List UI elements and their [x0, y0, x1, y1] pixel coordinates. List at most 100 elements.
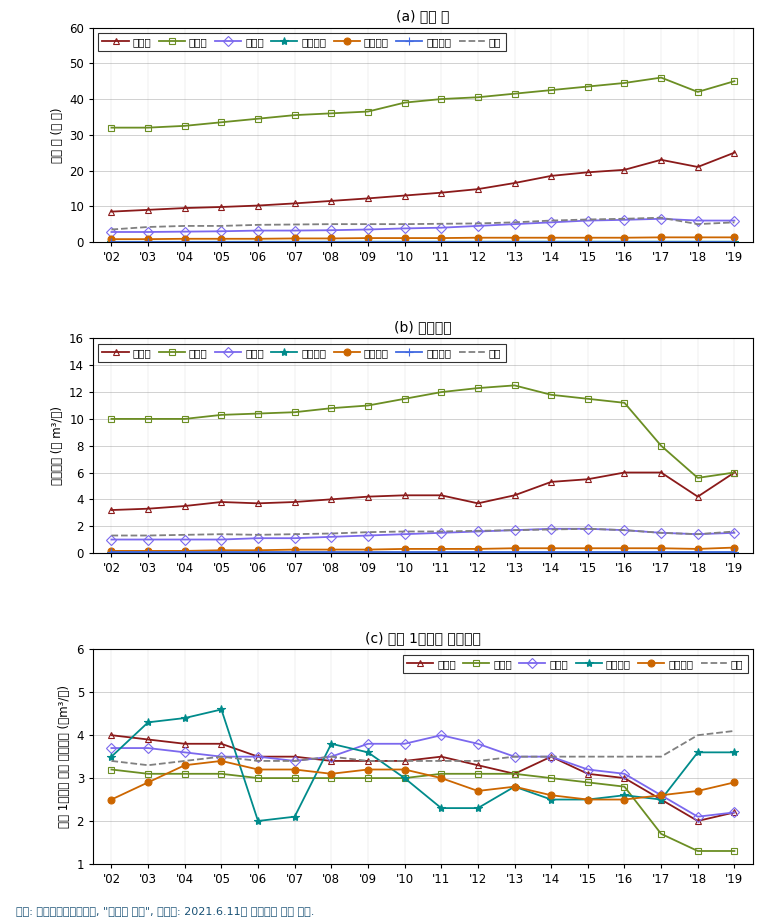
수산업용 [217, 547, 226, 558]
수산업용 [144, 236, 153, 247]
원예용 [254, 533, 263, 544]
수산업용 [144, 547, 153, 558]
원예용 [620, 214, 629, 225]
양어장용 [144, 236, 153, 247]
답작용 [437, 768, 446, 779]
축산업용 [693, 786, 702, 797]
수산업용 [473, 547, 483, 558]
전작용 [254, 498, 263, 509]
축산업용 [144, 777, 153, 788]
원예용 [510, 525, 519, 536]
전작용 [254, 751, 263, 762]
양어장용 [510, 547, 519, 558]
수산업용 [327, 738, 336, 749]
양어장용 [144, 547, 153, 558]
답작용 [290, 109, 300, 120]
양어장용 [400, 547, 409, 558]
원예용 [144, 226, 153, 237]
양어장용 [107, 236, 116, 247]
기타 [180, 755, 189, 766]
수산업용 [400, 236, 409, 247]
기타 [363, 527, 372, 538]
축산업용 [363, 764, 372, 775]
기타 [290, 528, 300, 539]
축산업용 [437, 233, 446, 244]
Line: 축산업용: 축산업용 [108, 544, 738, 554]
원예용 [363, 738, 372, 749]
기타 [693, 219, 702, 230]
전작용 [180, 738, 189, 749]
Line: 원예용: 원예용 [108, 732, 738, 820]
양어장용 [693, 236, 702, 247]
원예용 [290, 755, 300, 766]
수산업용 [254, 815, 263, 826]
답작용 [327, 403, 336, 414]
원예용 [290, 533, 300, 544]
축산업용 [656, 543, 666, 554]
전작용 [107, 730, 116, 741]
축산업용 [473, 233, 483, 244]
기타 [217, 751, 226, 762]
수산업용 [107, 236, 116, 247]
양어장용 [656, 547, 666, 558]
수산업용 [693, 747, 702, 758]
축산업용 [510, 233, 519, 244]
축산업용 [620, 233, 629, 244]
전작용 [584, 167, 593, 178]
기타 [729, 526, 739, 537]
원예용 [217, 226, 226, 237]
답작용 [473, 382, 483, 393]
기타 [400, 755, 409, 766]
답작용 [656, 72, 666, 83]
답작용 [473, 768, 483, 779]
Title: (b) 연이용량: (b) 연이용량 [394, 321, 452, 335]
전작용 [510, 177, 519, 188]
축산업용 [180, 545, 189, 556]
전작용 [693, 815, 702, 826]
전작용 [693, 162, 702, 173]
축산업용 [180, 233, 189, 244]
축산업용 [144, 545, 153, 556]
축산업용 [729, 542, 739, 553]
원예용 [437, 222, 446, 233]
기타 [473, 526, 483, 537]
전작용 [107, 505, 116, 516]
수산업용 [107, 547, 116, 558]
Y-axis label: 시설 수 (만 공): 시설 수 (만 공) [50, 107, 64, 163]
기타 [729, 725, 739, 736]
Line: 수산업용: 수산업용 [107, 549, 739, 557]
수산업용 [620, 236, 629, 247]
원예용 [656, 528, 666, 539]
양어장용 [180, 236, 189, 247]
수산업용 [656, 236, 666, 247]
축산업용 [217, 233, 226, 244]
전작용 [400, 755, 409, 766]
수산업용 [217, 236, 226, 247]
양어장용 [400, 236, 409, 247]
수산업용 [546, 236, 556, 247]
축산업용 [327, 768, 336, 779]
수산업용 [327, 547, 336, 558]
원예용 [254, 751, 263, 762]
기타 [107, 530, 116, 541]
답작용 [437, 387, 446, 398]
수산업용 [546, 794, 556, 805]
기타 [546, 524, 556, 535]
양어장용 [290, 236, 300, 247]
수산업용 [437, 236, 446, 247]
수산업용 [290, 811, 300, 823]
기타 [254, 220, 263, 231]
축산업용 [656, 232, 666, 243]
원예용 [180, 534, 189, 545]
기타 [254, 529, 263, 540]
Line: 전작용: 전작용 [108, 149, 738, 215]
전작용 [363, 755, 372, 766]
Line: 원예용: 원예용 [108, 215, 738, 235]
전작용 [729, 807, 739, 818]
답작용 [729, 75, 739, 86]
답작용 [144, 768, 153, 779]
전작용 [290, 198, 300, 209]
전작용 [473, 760, 483, 771]
수산업용 [620, 547, 629, 558]
답작용 [510, 88, 519, 99]
